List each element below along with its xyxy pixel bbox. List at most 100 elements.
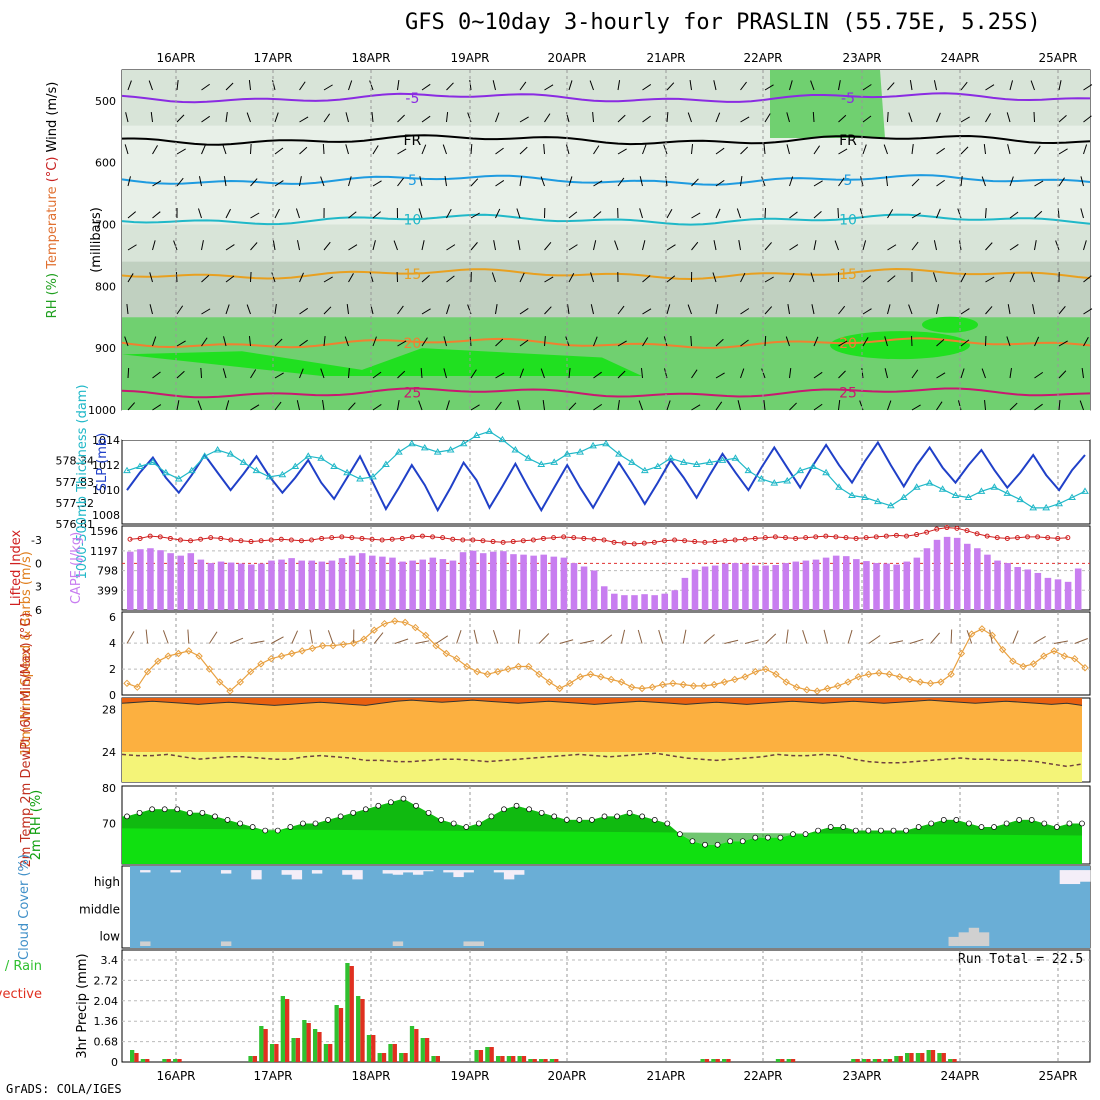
rh-point [777, 834, 784, 841]
wind-barb [813, 210, 822, 219]
wind-barb [421, 115, 431, 123]
precip-conv-bar [295, 1038, 301, 1062]
wind-barb [764, 306, 773, 315]
label-temperature-unit: (°C) [45, 152, 60, 182]
wind-barb [491, 272, 496, 283]
panel-frame-wind [121, 611, 1091, 696]
wind-barb [152, 240, 156, 251]
thickness-point [925, 479, 934, 486]
cloud-high-gap [514, 870, 525, 875]
precip-total-bar [140, 1059, 146, 1062]
rh-point [262, 827, 269, 834]
precip-total-bar [248, 1056, 253, 1062]
cape-bar [1004, 563, 1011, 610]
wind-barb [565, 144, 570, 155]
wind-barb [1058, 340, 1068, 347]
rh-point [1041, 820, 1048, 827]
precip-total-bar [291, 1038, 296, 1062]
wind-barb [442, 144, 447, 155]
wind-barb [250, 212, 260, 219]
wind-barb [152, 371, 161, 379]
wind-barb [789, 176, 794, 187]
upper-panel-title: RH (%) Temperature (°C) Wind (m/s) [45, 82, 60, 319]
wind-barb [838, 400, 841, 411]
wind-barb [642, 144, 647, 155]
precip-conv-bar [521, 1056, 527, 1062]
wind-barb [985, 306, 993, 315]
wind-barb [663, 144, 668, 155]
rh-point [903, 827, 909, 834]
wind-barb [985, 276, 995, 283]
cape-bar [439, 559, 447, 610]
wind-barb [911, 241, 919, 251]
wind-barb [250, 143, 252, 155]
rh-tick-70: 70 [102, 817, 116, 830]
wind-barb [593, 403, 603, 411]
wind-barb [1009, 368, 1012, 379]
wind-point [1050, 647, 1058, 655]
li-line [129, 527, 1068, 545]
wind-barb [397, 370, 406, 379]
cape-bar [399, 561, 406, 610]
wind-point [761, 665, 770, 673]
cape-bar [348, 555, 356, 610]
wind-barb [544, 306, 552, 315]
temp-contour-label-20-1: 20 [839, 336, 857, 352]
rh-point [212, 813, 218, 820]
wind-barb [933, 80, 937, 91]
date-label-top-23APR: 23APR [842, 51, 881, 65]
cape-bar [137, 549, 144, 610]
cape-bar [358, 553, 366, 610]
wind-barb [201, 144, 206, 155]
precip-conv-bar [855, 1059, 860, 1062]
wind-barb [1030, 272, 1035, 283]
wind-point [926, 679, 935, 688]
precip-conv-bar [941, 1053, 946, 1062]
wind-barb [590, 304, 594, 315]
wind10m-barb [989, 629, 993, 644]
wind10m-barb [473, 629, 478, 644]
precip-conv-bar [866, 1059, 871, 1062]
wind-barb [299, 81, 306, 91]
thickness-tick-578.34: 578.34 [56, 455, 95, 468]
cape-bar [147, 548, 154, 610]
wind-barb [593, 180, 603, 187]
wind-barb [985, 84, 995, 91]
wind-barb [715, 304, 719, 315]
wind-barb [936, 401, 943, 411]
wind-barb [470, 178, 479, 187]
wind-barb [813, 180, 823, 187]
wind-barb [495, 304, 498, 315]
cape-bar [369, 555, 376, 610]
wind-barb [348, 402, 356, 411]
cape-bar [248, 564, 255, 610]
wind-barb [397, 148, 407, 155]
cape-bar [903, 561, 911, 610]
wind10m-barb [823, 629, 828, 644]
wind-barb [1083, 337, 1089, 347]
cloud-low-bar [220, 941, 232, 946]
wind-barb [295, 208, 300, 219]
precip-conv-bar [952, 1059, 957, 1062]
cape-bar [490, 551, 497, 610]
wind-barb [789, 211, 798, 219]
wind-barb [517, 240, 521, 251]
wind-point [586, 670, 595, 678]
wind-barb [639, 208, 643, 219]
wind-point [401, 618, 409, 627]
wind-barb [223, 336, 227, 347]
cape-bar [792, 561, 800, 610]
wind-barb [299, 116, 309, 123]
li-tick-3: 3 [35, 581, 42, 594]
wind10m-barb [658, 629, 664, 644]
wind-barb [763, 144, 766, 155]
wind-barb [421, 240, 425, 251]
wind-barb [885, 176, 888, 187]
rh-point [852, 827, 859, 834]
wind-point [885, 670, 893, 678]
wind-barb [761, 176, 766, 187]
wind10m-barb [703, 634, 715, 644]
wind-barb [838, 305, 846, 315]
rh-point [815, 827, 821, 834]
date-label-bottom-19APR: 19APR [450, 1069, 489, 1083]
